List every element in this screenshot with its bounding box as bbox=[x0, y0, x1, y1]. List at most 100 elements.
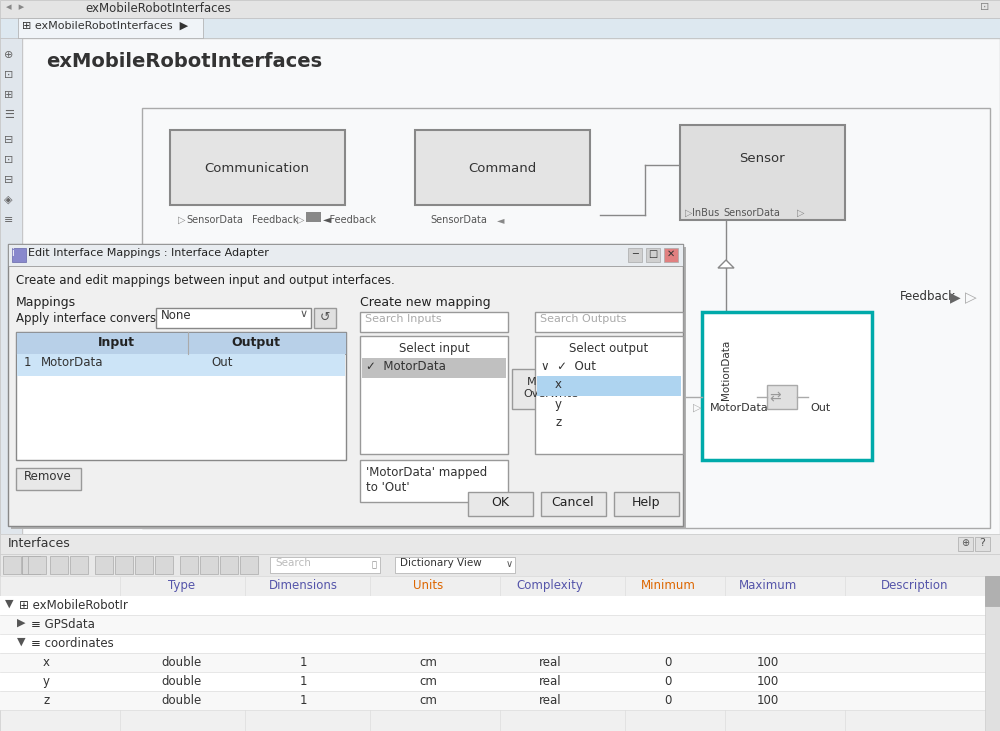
Text: Create new mapping: Create new mapping bbox=[360, 296, 491, 309]
Text: Edit Interface Mappings : Interface Adapter: Edit Interface Mappings : Interface Adap… bbox=[28, 248, 269, 258]
Text: ▶: ▶ bbox=[17, 618, 26, 628]
Text: real: real bbox=[539, 656, 561, 669]
Text: ∨: ∨ bbox=[300, 309, 308, 319]
Text: ⇄: ⇄ bbox=[769, 390, 781, 404]
Text: Remove: Remove bbox=[24, 470, 72, 483]
Text: 0: 0 bbox=[664, 656, 672, 669]
Text: SensorData: SensorData bbox=[723, 208, 780, 218]
Text: ⊕: ⊕ bbox=[4, 50, 13, 60]
Bar bbox=[0, 18, 1000, 38]
Text: 🔍: 🔍 bbox=[372, 560, 377, 569]
Bar bbox=[220, 556, 238, 574]
Bar bbox=[18, 18, 203, 38]
Bar bbox=[680, 125, 845, 220]
Text: ▷: ▷ bbox=[965, 290, 977, 305]
Text: ⊞ exMobileRobotInterfaces  ▶: ⊞ exMobileRobotInterfaces ▶ bbox=[22, 21, 188, 31]
Bar bbox=[16, 468, 81, 490]
Text: 1: 1 bbox=[299, 694, 307, 707]
Text: ⊡: ⊡ bbox=[980, 2, 989, 12]
Text: ▼: ▼ bbox=[5, 599, 14, 609]
Text: 1: 1 bbox=[299, 675, 307, 688]
Text: 1: 1 bbox=[299, 656, 307, 669]
Text: 0: 0 bbox=[664, 694, 672, 707]
Bar bbox=[535, 336, 683, 454]
Text: ∨  ✓  Out: ∨ ✓ Out bbox=[541, 360, 596, 373]
Text: Map and
Overwrite: Map and Overwrite bbox=[524, 377, 578, 398]
Text: ⊡: ⊡ bbox=[4, 155, 13, 165]
Bar bbox=[12, 248, 26, 262]
Bar bbox=[360, 336, 508, 454]
Bar bbox=[28, 556, 46, 574]
Text: ▷: ▷ bbox=[693, 403, 702, 413]
Text: exMobileRobotInterfaces: exMobileRobotInterfaces bbox=[46, 52, 322, 71]
Bar bbox=[314, 308, 336, 328]
Text: ▷: ▷ bbox=[297, 215, 304, 225]
Text: Minimum: Minimum bbox=[641, 579, 695, 592]
Text: y: y bbox=[555, 398, 562, 411]
Text: 1: 1 bbox=[24, 356, 32, 369]
Bar bbox=[415, 130, 590, 205]
Polygon shape bbox=[718, 260, 734, 268]
Bar bbox=[16, 332, 346, 354]
Bar bbox=[702, 312, 872, 460]
Bar bbox=[985, 576, 1000, 731]
Text: exMobileRobotInterfaces: exMobileRobotInterfaces bbox=[85, 2, 231, 15]
Text: Search Inputs: Search Inputs bbox=[365, 314, 442, 324]
Text: 'MotorData' mapped
to 'Out': 'MotorData' mapped to 'Out' bbox=[366, 466, 487, 494]
Bar bbox=[306, 212, 321, 222]
Text: Feedback: Feedback bbox=[900, 290, 956, 303]
Bar bbox=[646, 248, 660, 262]
Text: Input: Input bbox=[98, 336, 134, 349]
Bar bbox=[468, 492, 533, 516]
Text: real: real bbox=[539, 675, 561, 688]
Text: Dimensions: Dimensions bbox=[268, 579, 338, 592]
Text: Select input: Select input bbox=[399, 342, 469, 355]
Text: 100: 100 bbox=[757, 656, 779, 669]
Bar bbox=[142, 108, 990, 528]
Text: Communication: Communication bbox=[205, 162, 310, 175]
Text: Mappings: Mappings bbox=[16, 296, 76, 309]
Text: x: x bbox=[555, 378, 562, 391]
Text: Description: Description bbox=[881, 579, 949, 592]
Text: ⊞ exMobileRobotIr: ⊞ exMobileRobotIr bbox=[19, 599, 128, 612]
Text: ▼: ▼ bbox=[17, 637, 26, 647]
Bar bbox=[537, 376, 681, 396]
Bar bbox=[0, 596, 1000, 615]
Bar bbox=[0, 554, 1000, 576]
Text: ◄Feedback: ◄Feedback bbox=[323, 215, 377, 225]
Text: ∨: ∨ bbox=[506, 559, 513, 569]
Bar bbox=[0, 534, 1000, 554]
Text: 100: 100 bbox=[757, 675, 779, 688]
Text: MotionData: MotionData bbox=[721, 340, 731, 401]
Text: ⊡: ⊡ bbox=[4, 70, 13, 80]
Text: ◂  ▸: ◂ ▸ bbox=[6, 2, 24, 12]
Text: ─: ─ bbox=[632, 249, 638, 259]
Text: Out: Out bbox=[211, 356, 232, 369]
Bar bbox=[0, 576, 1000, 596]
Bar bbox=[270, 557, 380, 573]
Text: cm: cm bbox=[419, 694, 437, 707]
Bar bbox=[395, 557, 515, 573]
Bar bbox=[0, 634, 1000, 653]
Text: ✕: ✕ bbox=[667, 249, 675, 259]
Bar bbox=[115, 556, 133, 574]
Text: ⊟: ⊟ bbox=[4, 135, 13, 145]
Text: Create and edit mappings between input and output interfaces.: Create and edit mappings between input a… bbox=[16, 274, 395, 287]
Text: ≡ GPSdata: ≡ GPSdata bbox=[31, 618, 95, 631]
Bar bbox=[360, 460, 508, 502]
Bar bbox=[17, 354, 345, 376]
Bar bbox=[70, 556, 88, 574]
Text: Out: Out bbox=[810, 403, 830, 413]
Bar bbox=[975, 537, 990, 551]
Bar bbox=[0, 691, 1000, 710]
Bar bbox=[22, 38, 1000, 538]
Text: Feedback: Feedback bbox=[252, 215, 298, 225]
Bar bbox=[16, 332, 346, 460]
Text: Units: Units bbox=[413, 579, 443, 592]
Bar bbox=[360, 312, 508, 332]
Text: Output: Output bbox=[232, 336, 280, 349]
Text: Dictionary View: Dictionary View bbox=[400, 558, 482, 568]
Bar bbox=[155, 556, 173, 574]
Text: InBus: InBus bbox=[692, 208, 719, 218]
Text: Complexity: Complexity bbox=[517, 579, 583, 592]
